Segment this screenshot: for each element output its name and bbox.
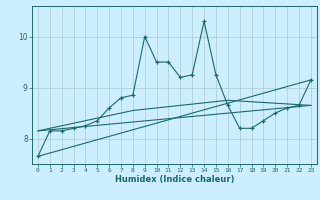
X-axis label: Humidex (Indice chaleur): Humidex (Indice chaleur) (115, 175, 234, 184)
